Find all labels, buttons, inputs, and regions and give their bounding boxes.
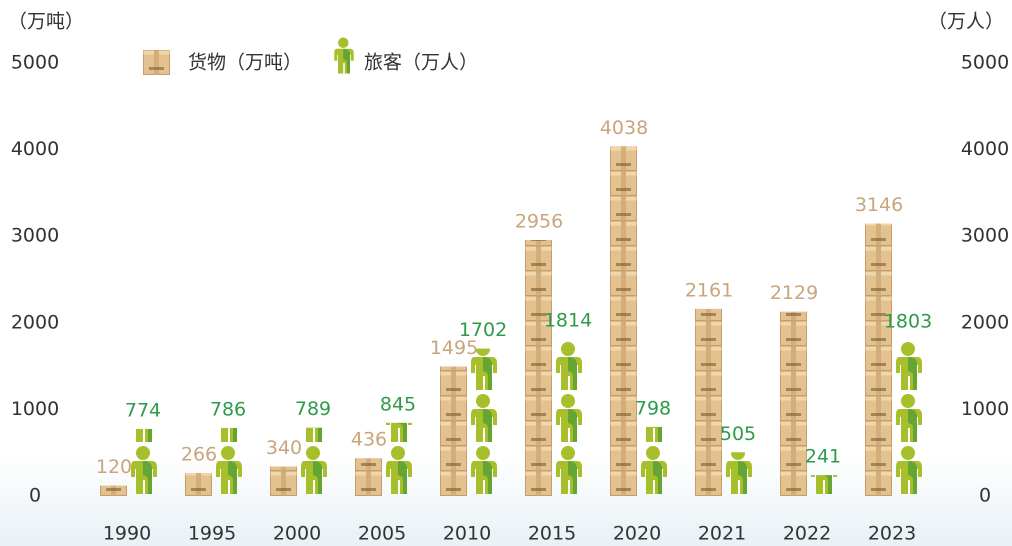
y-tick-label: 0 [29, 485, 41, 507]
cargo-bar [780, 311, 807, 496]
passenger-value-label: 1702 [459, 319, 507, 341]
passenger-bar [128, 428, 158, 496]
x-tick-label: 2022 [783, 523, 831, 545]
x-tick-label: 2000 [273, 523, 321, 545]
cargo-bar [865, 223, 892, 496]
passenger-value-label: 798 [635, 397, 671, 419]
legend-icon [143, 50, 170, 75]
x-tick-label: 2005 [358, 523, 406, 545]
passenger-value-label: 789 [295, 398, 331, 420]
y-tick-label: 1000 [11, 398, 59, 420]
passenger-bar [298, 427, 328, 496]
passenger-value-label: 241 [805, 446, 841, 468]
y-tick-label: 5000 [11, 52, 59, 74]
y-axis-label: （万吨） [8, 11, 84, 33]
background-strip [0, 455, 1012, 546]
y2-tick-label: 3000 [961, 225, 1009, 247]
y2-tick-label: 5000 [961, 52, 1009, 74]
legend-label: 货物（万吨） [188, 52, 302, 74]
passenger-bar [213, 427, 243, 496]
cargo-value-label: 266 [181, 443, 217, 465]
cargo-value-label: 2956 [515, 211, 563, 233]
y2-tick-label: 4000 [961, 138, 1009, 160]
passenger-value-label: 1814 [544, 309, 592, 331]
passenger-bar [893, 339, 923, 496]
x-tick-label: 2023 [868, 523, 916, 545]
passenger-value-label: 505 [720, 423, 756, 445]
x-tick-label: 2010 [443, 523, 491, 545]
passenger-bar [553, 338, 583, 496]
x-tick-label: 2021 [698, 523, 746, 545]
cargo-value-label: 2129 [770, 282, 818, 304]
cargo-bar [695, 308, 722, 496]
y-tick-label: 4000 [11, 138, 59, 160]
cargo-bar [100, 485, 127, 496]
x-tick-label: 1995 [188, 523, 236, 545]
cargo-value-label: 4038 [600, 117, 648, 139]
cargo-value-label: 120 [96, 456, 132, 478]
passenger-value-label: 1803 [884, 310, 932, 332]
passenger-value-label: 786 [210, 398, 246, 420]
y-tick-label: 3000 [11, 225, 59, 247]
y2-tick-label: 2000 [961, 311, 1009, 333]
cargo-bar [185, 472, 212, 496]
x-tick-label: 2015 [528, 523, 576, 545]
legend-label: 旅客（万人） [364, 52, 478, 74]
legend-icon [334, 37, 354, 74]
y-tick-label: 2000 [11, 311, 59, 333]
cargo-value-label: 2161 [685, 279, 733, 301]
x-tick-label: 2020 [613, 523, 661, 545]
passenger-bar [638, 426, 668, 496]
y2-tick-label: 1000 [961, 398, 1009, 420]
passenger-bar [468, 348, 498, 496]
passenger-value-label: 774 [125, 399, 161, 421]
y2-axis-label: （万人） [928, 11, 1004, 33]
passenger-bar [723, 452, 753, 496]
y2-tick-label: 0 [979, 485, 991, 507]
cargo-bar [270, 466, 297, 496]
passenger-value-label: 845 [380, 393, 416, 415]
passenger-bar [808, 475, 838, 496]
cargo-value-label: 1495 [430, 337, 478, 359]
cargo-value-label: 3146 [855, 194, 903, 216]
x-tick-label: 1990 [103, 523, 151, 545]
cargo-bar [525, 240, 552, 496]
cargo-value-label: 340 [266, 437, 302, 459]
cargo-bar [610, 146, 637, 496]
cargo-value-label: 436 [351, 429, 387, 451]
passenger-bar [383, 422, 413, 496]
cargo-bar [440, 366, 467, 496]
cargo-bar [355, 458, 382, 496]
